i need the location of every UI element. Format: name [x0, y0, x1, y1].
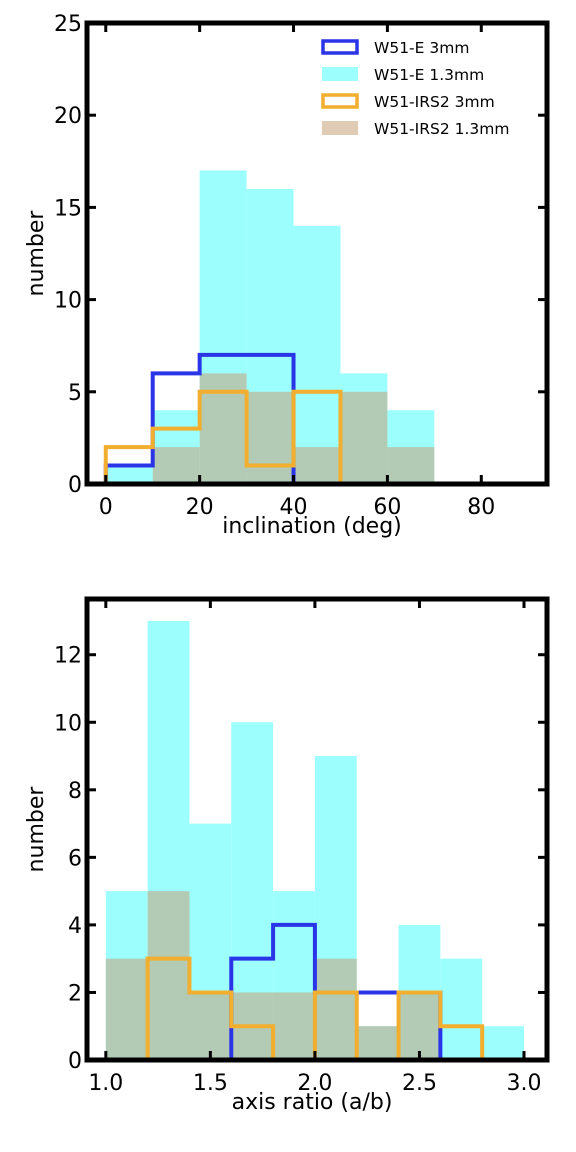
legend-swatch: [322, 67, 358, 81]
x-axis-label: inclination (deg): [222, 514, 402, 539]
histogram-bar: [105, 958, 148, 1060]
histogram-bar: [273, 992, 315, 1060]
step-line-w51-irs2-3mm: [105, 956, 524, 1062]
x-tick-label: 2.0: [297, 1071, 332, 1096]
legend-swatch: [321, 39, 359, 55]
x-tick-label: 1.5: [193, 1071, 228, 1096]
x-tick-label: 2.5: [402, 1071, 437, 1096]
chart-panel-2: 1.0 1.5 2.0 2.5 3.0 0 2 4 6 8 10 12 axis ratio (a/b)…: [24, 596, 550, 1115]
chart-panel-1: 0 20 40 60 80 0 5 10 15 20 25 inclination (deg) numb…: [24, 12, 550, 539]
histogram-bar: [440, 958, 483, 1060]
axes-frame: [84, 596, 550, 1063]
histogram-bar: [387, 447, 435, 484]
axes-frame: [84, 20, 550, 487]
y-tick-label: 0: [68, 1049, 82, 1074]
histogram-bar: [152, 447, 200, 484]
histogram-bar: [189, 992, 232, 1060]
y-tick-label: 10: [54, 289, 82, 314]
histogram-bar: [356, 1026, 399, 1060]
y-tick-label: 10: [54, 711, 82, 736]
x-tick-label: 1.0: [88, 1071, 123, 1096]
x-tick-label: 80: [467, 495, 495, 520]
y-tick-label: 2: [68, 981, 82, 1006]
histogram-bar: [398, 992, 441, 1060]
x-tick-label: 0: [99, 495, 113, 520]
legend-item: W51-IRS2 3mm: [321, 93, 495, 111]
legend-swatch: [321, 93, 359, 109]
legend-item: W51-E 1.3mm: [322, 66, 484, 84]
legend-item: W51-E 3mm: [321, 39, 469, 57]
histogram-bar: [340, 391, 388, 484]
legend-label: W51-IRS2 1.3mm: [374, 120, 509, 138]
legend-item: W51-IRS2 1.3mm: [322, 120, 509, 138]
histogram-bar: [314, 958, 357, 1060]
x-axis-label: axis ratio (a/b): [232, 1090, 393, 1115]
histogram-bar: [147, 891, 190, 1060]
x-tick-label: 60: [373, 495, 401, 520]
legend: W51-E 3mm W51-E 1.3mm W51-IRS2 3mm W51-IRS2…: [321, 39, 509, 138]
y-axis-label: number: [24, 210, 49, 297]
y-tick-label: 5: [68, 381, 82, 406]
legend-label: W51-E 3mm: [374, 39, 469, 57]
histogram-bar: [293, 447, 341, 484]
x-tick-label: 40: [280, 495, 308, 520]
y-tick-label: 4: [68, 914, 82, 939]
legend-swatch: [322, 121, 358, 135]
histogram-bar: [293, 225, 341, 484]
x-tick-label: 3.0: [507, 1071, 542, 1096]
y-axis-label: number: [24, 786, 49, 873]
histogram-bar: [105, 465, 153, 484]
y-tick-label: 6: [68, 846, 82, 871]
histogram-bar: [246, 391, 294, 484]
y-tick-label: 12: [54, 644, 82, 669]
legend-label: W51-IRS2 3mm: [374, 93, 495, 111]
histogram-bar: [482, 1026, 524, 1060]
y-tick-label: 25: [54, 12, 82, 37]
y-tick-label: 20: [54, 104, 82, 129]
y-tick-label: 15: [54, 196, 82, 221]
y-tick-label: 0: [68, 473, 82, 498]
legend-label: W51-E 1.3mm: [374, 66, 484, 84]
y-tick-label: 8: [68, 779, 82, 804]
x-tick-label: 20: [186, 495, 214, 520]
